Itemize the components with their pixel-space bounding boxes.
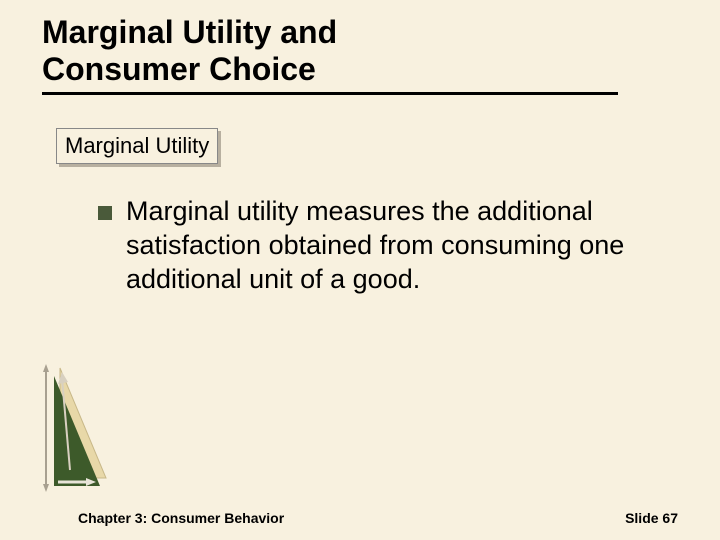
body-lead: Marginal utility xyxy=(126,196,299,226)
triangle-decor-icon xyxy=(42,358,122,498)
bullet-row: Marginal utility measures the additional… xyxy=(98,195,690,296)
footer-chapter: Chapter 3: Consumer Behavior xyxy=(78,510,284,526)
footer-slide-number: Slide 67 xyxy=(625,510,678,526)
title-underline xyxy=(42,92,618,95)
bullet-square-icon xyxy=(98,206,112,220)
page-title-line2: Consumer Choice xyxy=(42,51,720,88)
subtitle-box: Marginal Utility xyxy=(56,128,218,164)
subtitle-text: Marginal Utility xyxy=(65,133,209,158)
page-title-line1: Marginal Utility and xyxy=(42,14,720,51)
title-block: Marginal Utility and Consumer Choice xyxy=(0,0,720,95)
body-text: Marginal utility measures the additional… xyxy=(126,195,690,296)
footer: Chapter 3: Consumer Behavior Slide 67 xyxy=(0,510,720,526)
